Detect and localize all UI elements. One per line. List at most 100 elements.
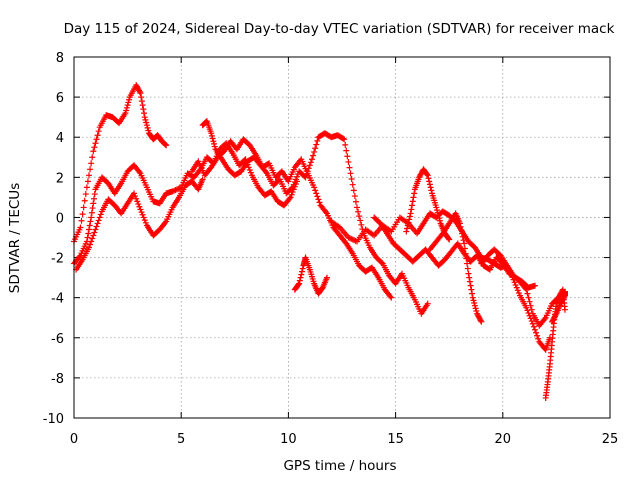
data-point (139, 211, 146, 218)
data-point (91, 229, 98, 236)
data-point (471, 300, 478, 307)
data-point (92, 226, 99, 233)
data-point (208, 132, 215, 139)
data-point (458, 227, 465, 234)
data-point (473, 308, 480, 315)
data-point (90, 200, 97, 207)
data-point (346, 164, 353, 171)
series-sat-track-1 (71, 82, 170, 245)
data-point (323, 274, 330, 281)
series-sat-track-3 (73, 176, 206, 273)
data-point (86, 172, 93, 179)
data-point (351, 193, 358, 200)
series-sat-track-8 (371, 214, 538, 291)
data-point (527, 315, 534, 322)
data-point (465, 270, 472, 277)
data-point (460, 237, 467, 244)
data-point (514, 287, 521, 294)
data-point (298, 268, 305, 275)
data-point (436, 215, 443, 222)
data-point (409, 198, 416, 205)
data-point (515, 289, 522, 296)
data-point (143, 122, 150, 129)
data-point (531, 326, 538, 333)
data-point (354, 204, 361, 211)
data-point (145, 127, 152, 134)
data-point (87, 241, 94, 248)
data-point (446, 236, 453, 243)
data-point (343, 147, 350, 154)
data-point (428, 187, 435, 194)
data-point (307, 159, 314, 166)
data-point (138, 98, 145, 105)
y-tick-label: -10 (43, 412, 64, 427)
data-point (96, 214, 103, 221)
data-point (123, 104, 130, 111)
data-point (342, 141, 349, 148)
data-point (427, 184, 434, 191)
plot-frame (73, 56, 611, 419)
x-tick-label: 25 (602, 432, 619, 447)
data-point (435, 212, 442, 219)
data-point (293, 173, 300, 180)
data-point (297, 274, 304, 281)
data-point (311, 148, 318, 155)
data-point (94, 132, 101, 139)
y-tick-label: 2 (56, 171, 64, 186)
y-tick-label: -2 (51, 252, 64, 267)
data-point (425, 175, 432, 182)
data-point (93, 136, 100, 143)
data-point (357, 217, 364, 224)
data-point (342, 239, 349, 246)
data-point (82, 191, 89, 198)
data-point (83, 184, 90, 191)
data-point (314, 193, 321, 200)
data-point (313, 190, 320, 197)
data-point (291, 179, 298, 186)
y-tick-label: 4 (56, 131, 64, 146)
data-point (84, 234, 91, 241)
data-point (466, 274, 473, 281)
data-point (456, 220, 463, 227)
data-point (211, 140, 218, 147)
data-point (314, 137, 321, 144)
data-point (469, 294, 476, 301)
data-point (522, 285, 529, 292)
data-point (306, 162, 313, 169)
data-point (349, 181, 356, 188)
data-point (137, 206, 144, 213)
data-point (199, 176, 206, 183)
data-point (88, 214, 95, 221)
data-point (136, 203, 143, 210)
data-point (288, 185, 295, 192)
data-point (95, 217, 102, 224)
data-point (141, 114, 148, 121)
series-sat-track-2 (71, 140, 300, 267)
data-point (92, 140, 99, 147)
data-point (245, 164, 252, 171)
series-sat-track-6 (291, 254, 330, 297)
axis-ticks: -10 -8 -6 -4 -2 0 2 4 6 8 0 5 10 15 20 25 (43, 51, 619, 447)
data-point (97, 211, 104, 218)
data-point (90, 232, 97, 239)
data-point (457, 223, 464, 230)
data-point (533, 329, 540, 336)
data-point (403, 228, 410, 235)
x-tick-label: 15 (387, 432, 404, 447)
data-point (436, 217, 443, 224)
data-point (541, 316, 548, 323)
data-point (511, 279, 518, 286)
data-point (459, 233, 466, 240)
data-point (134, 198, 141, 205)
data-point (136, 88, 143, 95)
data-point (409, 202, 416, 209)
data-point (408, 206, 415, 213)
data-point (404, 225, 411, 232)
data-point (434, 207, 441, 214)
data-point (141, 217, 148, 224)
data-point (88, 160, 95, 167)
data-point (91, 191, 98, 198)
data-point (296, 277, 303, 284)
data-point (122, 110, 129, 117)
data-point (76, 253, 83, 260)
